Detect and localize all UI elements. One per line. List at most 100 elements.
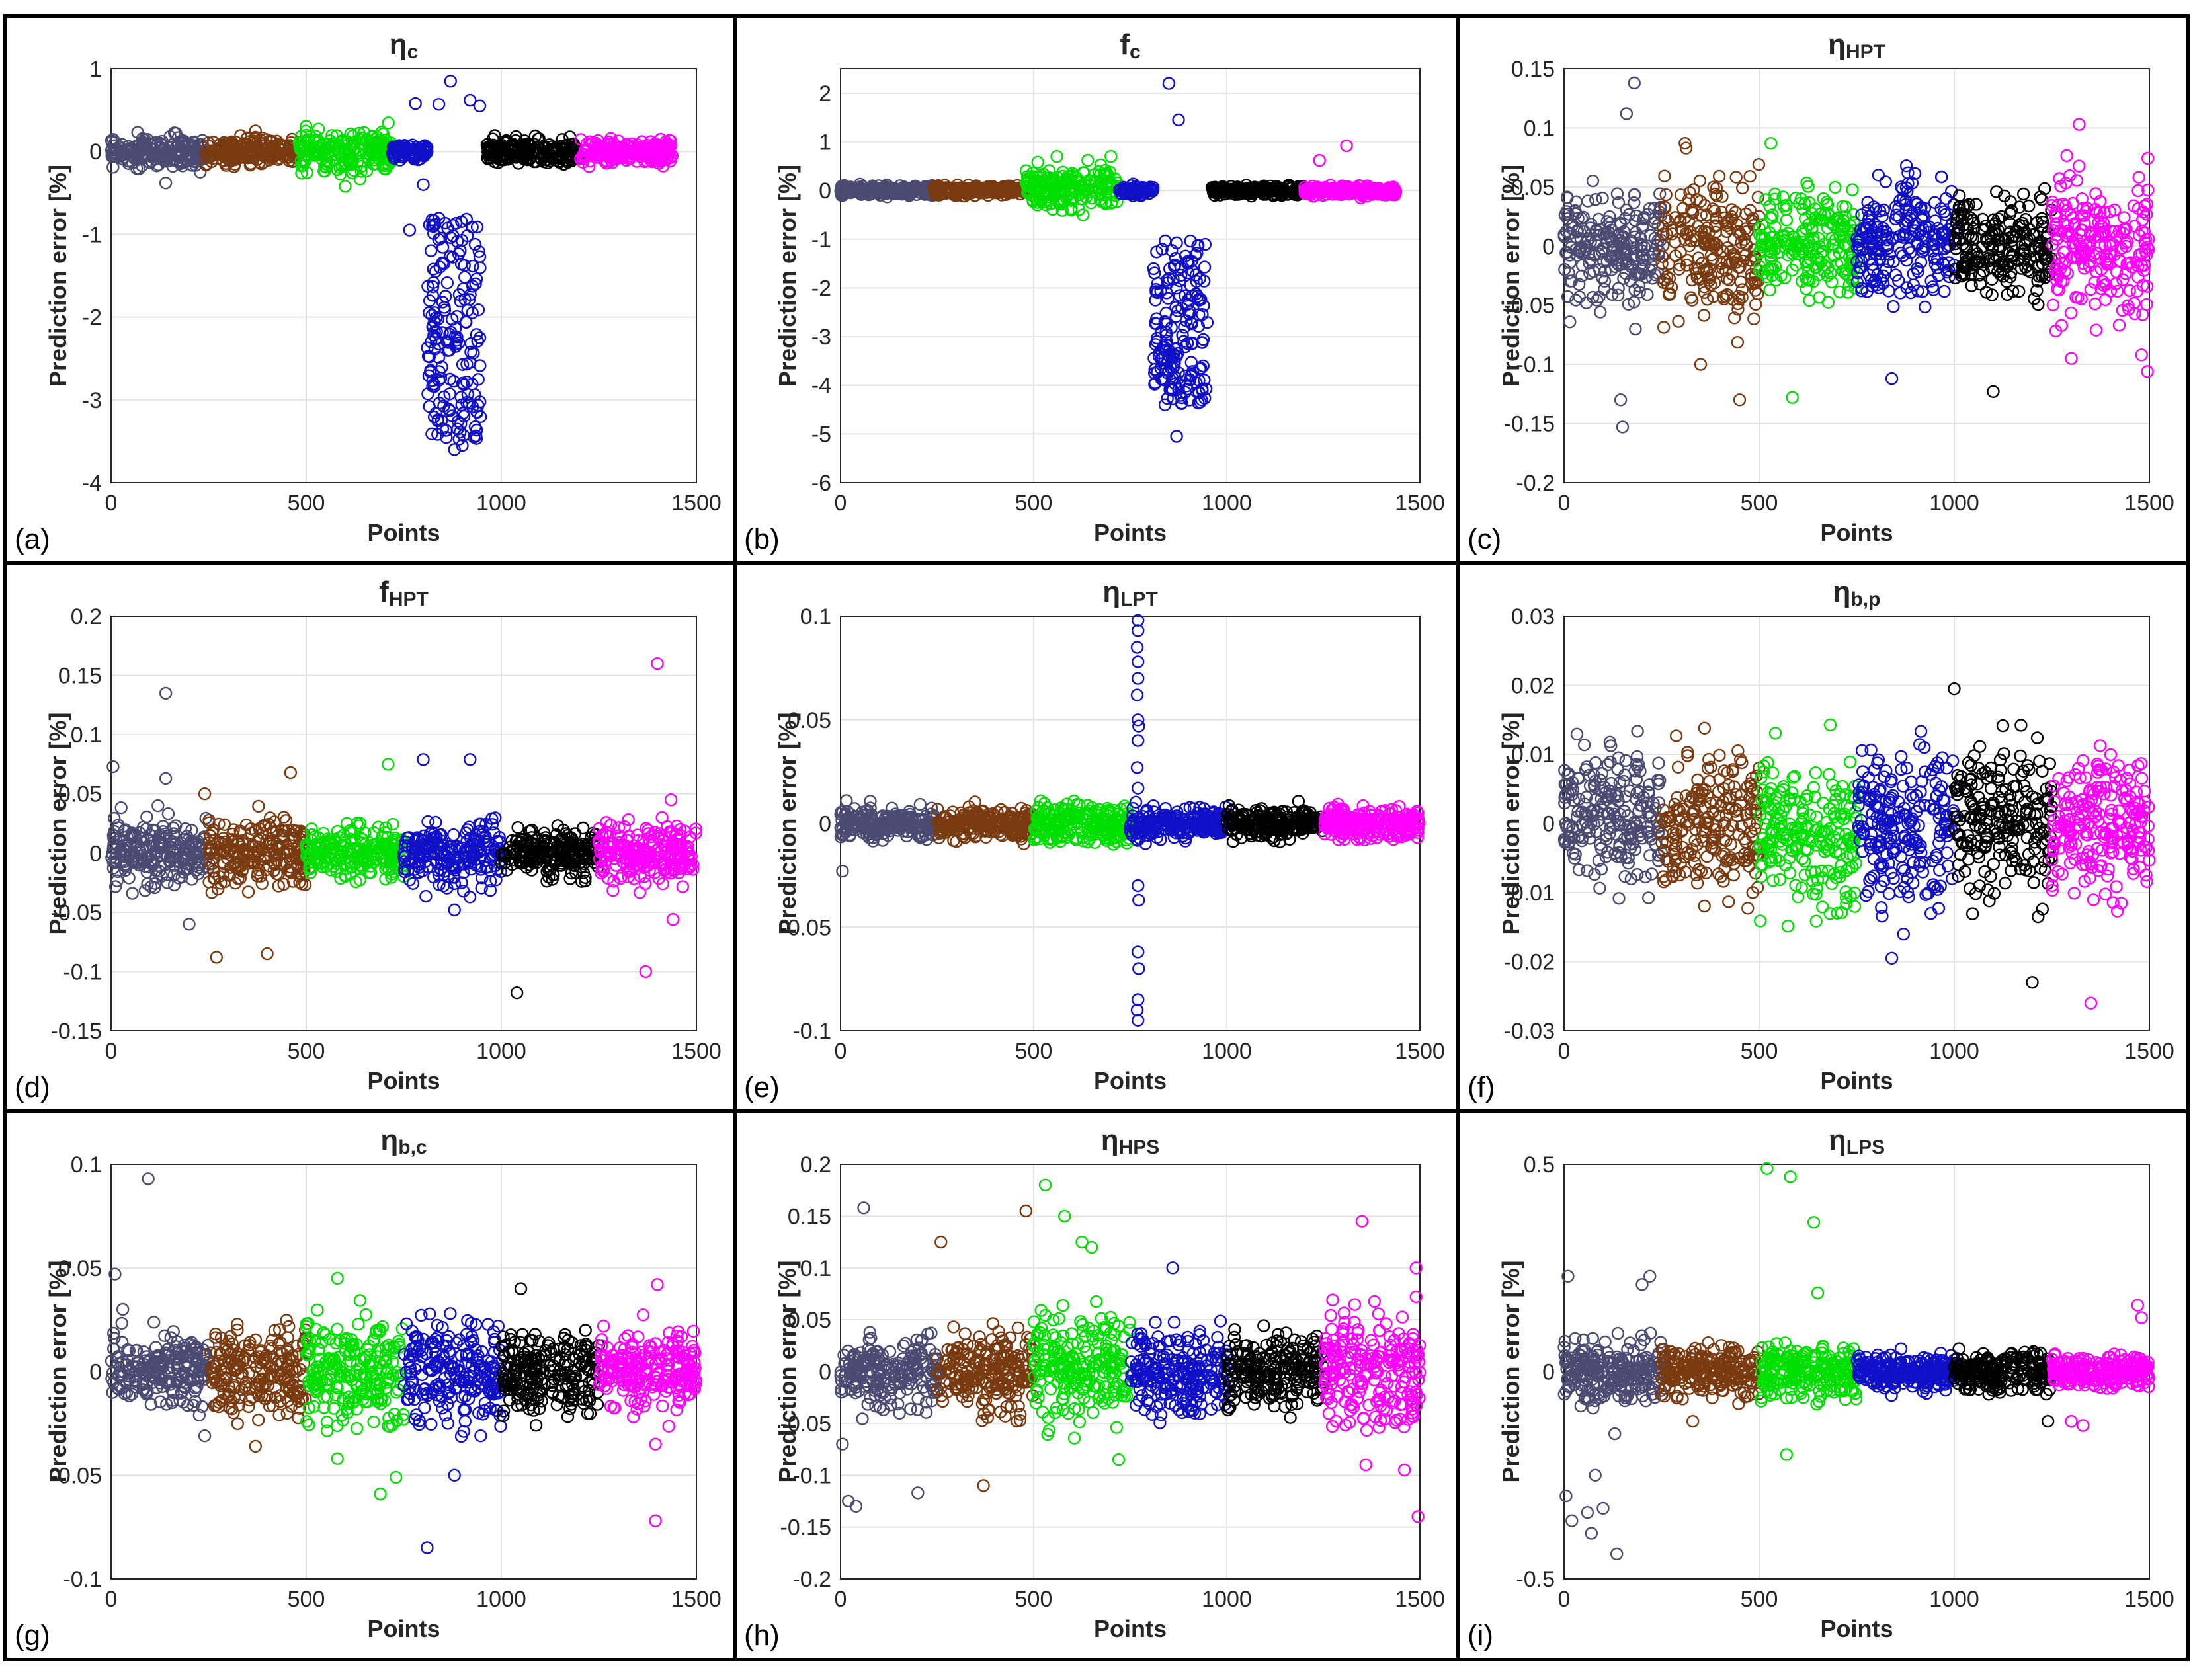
point-green <box>317 164 331 178</box>
point-brown <box>240 141 253 154</box>
point-brown <box>242 138 255 151</box>
y-tick-label: 0 <box>89 841 102 866</box>
point-green <box>360 133 374 146</box>
plot-area <box>110 616 697 1031</box>
x-tick-label: 1500 <box>1395 491 1445 516</box>
point-blue <box>405 143 418 156</box>
x-axis-label: Points <box>1820 519 1893 546</box>
point-green <box>354 155 368 168</box>
point-brown <box>234 129 247 142</box>
point-gray <box>126 156 140 169</box>
axes-frame <box>110 68 697 483</box>
x-tick-label: 1500 <box>2124 491 2174 516</box>
x-tick-label: 500 <box>288 1039 325 1064</box>
point-green <box>300 147 314 161</box>
point-green <box>320 141 333 154</box>
x-axis-label: Points <box>367 519 440 546</box>
panel-label: (d) <box>15 1071 50 1103</box>
y-tick-label: 0.1 <box>1524 116 1555 141</box>
y-axis-label: Prediction error [%] <box>774 165 801 387</box>
point-gray <box>105 147 119 160</box>
point-brown <box>230 147 243 161</box>
point-brown <box>270 134 284 148</box>
chart-title-subscript: c <box>407 41 419 63</box>
point-black <box>528 129 542 143</box>
point-green <box>346 166 359 180</box>
point-green <box>322 138 336 151</box>
point-brown <box>245 151 259 164</box>
point-green <box>340 135 354 148</box>
y-tick-label: 0.2 <box>71 604 102 629</box>
y-tick-label: 0.15 <box>1511 57 1555 82</box>
chart-panel-d: 0 500 1000 1500-0.15-0.1-0.0500.050.10.150.… <box>3 561 737 1113</box>
point-green <box>317 143 331 157</box>
x-tick-label: 1000 <box>1202 491 1252 516</box>
chart-title: fHPT <box>379 576 429 610</box>
point-green <box>325 129 339 142</box>
point-gray <box>131 126 144 139</box>
point-green <box>382 116 395 130</box>
y-tick-label: -3 <box>811 325 831 350</box>
point-green <box>334 167 347 180</box>
y-tick-label: -0.15 <box>51 1019 103 1044</box>
point-gray <box>162 149 176 163</box>
point-brown <box>218 149 231 162</box>
point-blue <box>406 150 419 164</box>
point-green <box>318 159 331 173</box>
y-tick-label: 1 <box>819 130 831 155</box>
chart-title-subscript: c <box>1130 41 1141 63</box>
point-green <box>368 157 382 171</box>
point-brown <box>200 157 213 171</box>
panel-label: (a) <box>15 523 50 555</box>
point-gray <box>155 134 169 148</box>
x-tick-label: 1000 <box>476 491 526 516</box>
chart-title: ηc <box>390 28 419 63</box>
point-blue <box>386 146 399 160</box>
x-tick-label: 1000 <box>476 1039 526 1064</box>
y-tick-label: -4 <box>811 374 831 399</box>
point-gray <box>104 134 118 147</box>
y-axis-label: Prediction error [%] <box>1497 165 1524 387</box>
x-tick-label: 1000 <box>1929 491 1979 516</box>
point-green <box>311 122 325 136</box>
point-gray <box>169 140 183 154</box>
point-gray <box>106 161 120 174</box>
x-tick-label: 500 <box>288 491 325 516</box>
point-gray <box>149 136 163 149</box>
data-points <box>104 75 679 456</box>
point-gray <box>181 137 194 150</box>
point-gray <box>169 126 183 140</box>
point-brown <box>226 146 239 159</box>
chart-title: fc <box>1120 28 1140 63</box>
point-green <box>351 155 364 168</box>
x-tick-label: 500 <box>1741 491 1778 516</box>
x-tick-label: 1500 <box>671 491 722 516</box>
y-tick-label: -5 <box>811 422 831 447</box>
point-gray <box>157 149 171 163</box>
x-tick-label: 1500 <box>671 1039 722 1064</box>
point-green <box>300 166 314 179</box>
point-brown <box>284 149 297 162</box>
point-green <box>347 138 360 151</box>
plot-area <box>840 68 1421 483</box>
chart-title-subscript: HPT <box>389 588 429 610</box>
chart-panel-b: 0 500 1000 1500-6-5-4-3-2-1012PointsPredict… <box>733 14 1460 565</box>
y-tick-label: -0.1 <box>63 959 102 984</box>
point-green <box>295 167 308 180</box>
point-gray <box>145 148 159 161</box>
point-gray <box>145 154 158 168</box>
x-tick-label: 0 <box>835 491 847 516</box>
y-tick-label: -1 <box>811 227 831 253</box>
panel-label: (b) <box>744 523 780 555</box>
y-tick-label: -6 <box>811 471 831 496</box>
point-green <box>353 173 367 186</box>
x-tick-label: 0 <box>105 491 118 516</box>
x-tick-label: 0 <box>1558 491 1571 516</box>
point-gray <box>130 139 144 153</box>
y-tick-label: 2 <box>819 81 831 106</box>
y-tick-label: -0.2 <box>1516 471 1555 496</box>
point-brown <box>255 157 268 171</box>
point-brown <box>255 131 269 145</box>
